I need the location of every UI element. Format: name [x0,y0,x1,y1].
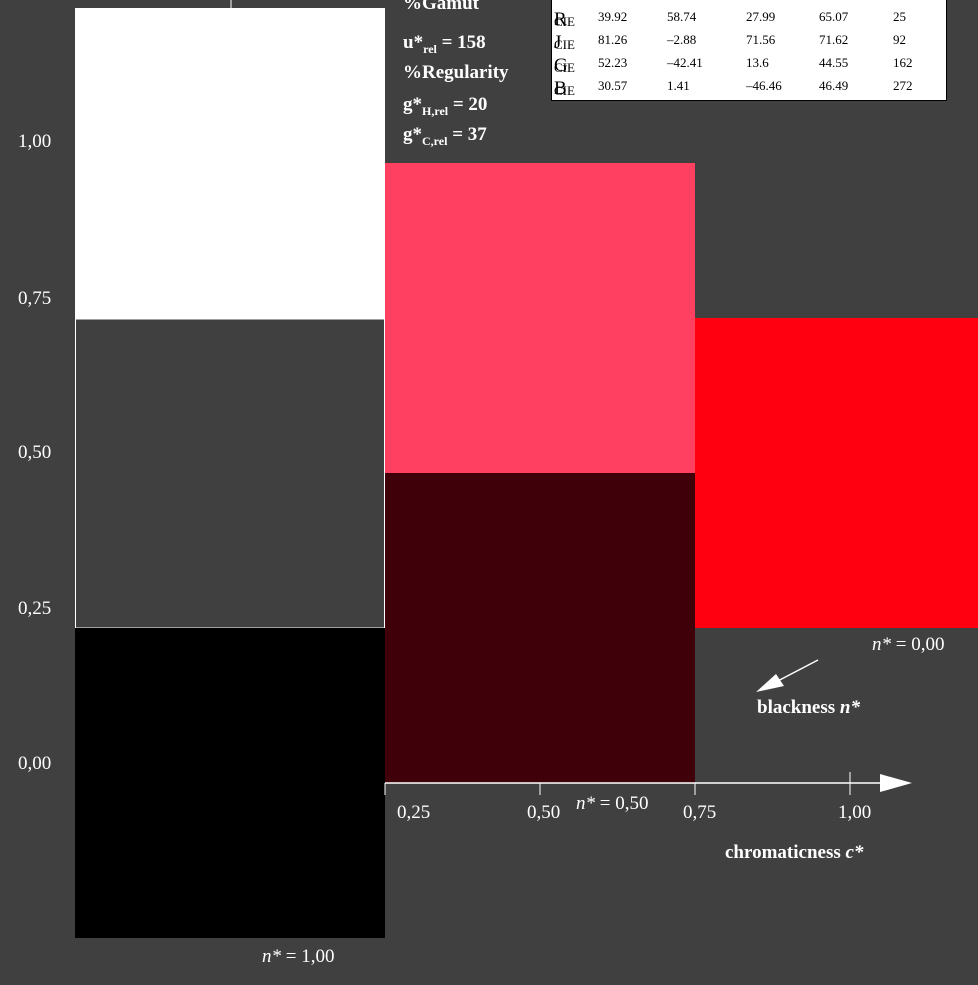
cell-value: 272 [893,78,913,93]
cell-value: –46.46 [746,78,782,93]
n-label-one-var: n* [262,946,281,967]
x-tick-label: 0,50 [527,802,561,823]
u-rel-stat: u*rel = 158 [403,32,486,57]
cell-value: 81.26 [598,32,628,47]
blackness-label-var: n* [839,697,860,718]
u-rel-base: u* [403,32,424,53]
cell-value: 30.57 [598,78,628,93]
n-label-one: n* = 1,00 [262,946,334,968]
n-label-zero-var: n* [872,634,891,655]
gc-rel-sub: C,rel [422,133,448,148]
cell-value: 44.55 [819,55,849,70]
gc-rel-base: g* [403,124,422,145]
gh-rel-base: g* [403,94,422,115]
y-tick-label: 0,00 [18,753,52,774]
cell-value: 71.56 [746,32,776,47]
y-tick-label: 0,25 [18,598,52,619]
n-label-one-value: = 1,00 [281,946,335,967]
white-patch [75,8,385,319]
y-tick-label: 1,00 [18,131,52,152]
cell-value: 58.74 [667,9,697,24]
cell-value: 39.92 [598,9,628,24]
cell-value: 65.07 [819,9,849,24]
n-label-half: n* = 0,50 [576,793,648,815]
row-name: B CIE [554,78,575,99]
x-tick-label: 0,25 [397,802,431,823]
n-label-zero: n* = 0,00 [872,634,944,656]
black-patch [75,628,385,938]
row-name: R CIE [554,9,575,30]
cell-value: 25 [893,9,906,24]
cell-value: 1.41 [667,78,690,93]
gh-rel-sub: H,rel [422,103,449,118]
cell-value: 13.6 [746,55,769,70]
cell-value: 52.23 [598,55,628,70]
n-label-half-var: n* [576,793,595,814]
grey-patch [75,318,385,629]
x-tick-label: 0,75 [683,802,717,823]
row-name: G CIE [554,55,575,76]
y-tick-label: 0,75 [18,288,52,309]
pink-patch [385,163,695,473]
maroon-patch [385,473,695,783]
blackness-label: blackness n* [757,697,860,719]
row-name: J CIE [554,32,575,53]
cell-value: 71.62 [819,32,849,47]
blackness-label-text: blackness [757,697,840,718]
x-axis-arrowhead [880,774,912,792]
x-tick-label: 1,00 [838,802,872,823]
cie-data-table: R CIE 39.92 58.74 27.99 65.07 25 J CIE 81.… [551,0,947,101]
red-patch [695,318,978,628]
cell-value: 46.49 [819,78,849,93]
gamut-label: %Gamut [403,0,479,14]
gh-rel-value: = 20 [448,94,488,115]
blackness-arrowhead [756,674,784,692]
cell-value: –42.41 [667,55,703,70]
cell-value: 92 [893,32,906,47]
n-label-half-value: = 0,50 [595,793,649,814]
cell-value: –2.88 [667,32,697,47]
regularity-label: %Regularity [403,62,509,83]
gc-rel-stat: g*C,rel = 37 [403,124,487,149]
y-tick-label: 0,50 [18,442,52,463]
n-label-zero-value: = 0,00 [891,634,945,655]
cell-value: 27.99 [746,9,776,24]
cell-value: 162 [893,55,913,70]
x-axis-label-text: chromaticness [725,842,846,863]
u-rel-sub: rel [423,41,437,56]
u-rel-value: = 158 [436,32,486,53]
gc-rel-value: = 37 [447,124,487,145]
x-axis-label: chromaticness c* [725,842,863,864]
x-axis-label-var: c* [845,842,864,863]
gh-rel-stat: g*H,rel = 20 [403,94,487,119]
